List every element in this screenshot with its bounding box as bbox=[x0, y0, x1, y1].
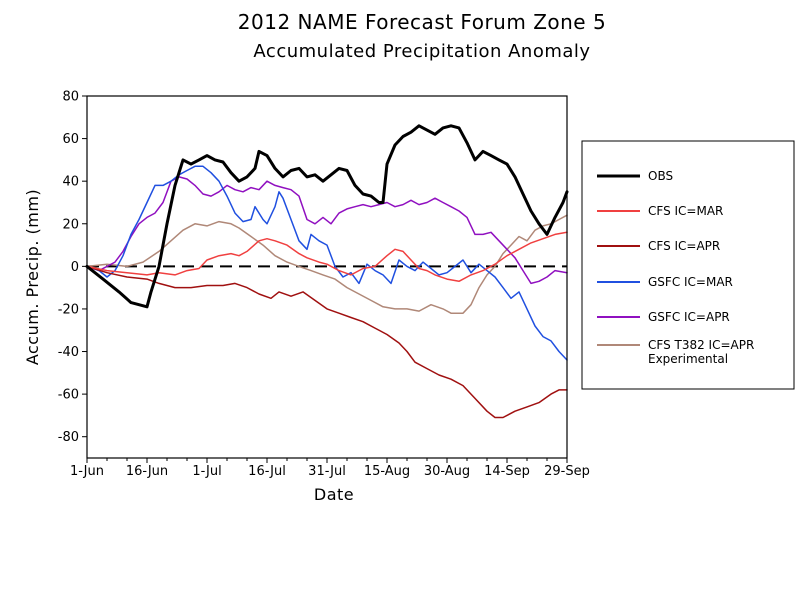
series-lines bbox=[85, 124, 569, 419]
x-tick-label: 1-Jun bbox=[70, 464, 104, 479]
x-axis-label: Date bbox=[314, 485, 354, 504]
x-tick-label: 31-Jul bbox=[308, 464, 346, 479]
legend-label-cfs-t382-ic-apr-line2: Experimental bbox=[648, 352, 728, 366]
x-tick-label: 16-Jul bbox=[248, 464, 286, 479]
chart-title: 2012 NAME Forecast Forum Zone 5 bbox=[238, 10, 606, 34]
y-tick-label: 60 bbox=[62, 132, 79, 147]
y-tick-label: -20 bbox=[58, 302, 79, 317]
x-tick-label: 15-Aug bbox=[364, 464, 410, 479]
series-line-cfs-ic-apr bbox=[86, 265, 568, 419]
x-tick-label: 16-Jun bbox=[126, 464, 168, 479]
y-tick-label: -80 bbox=[58, 430, 79, 445]
legend-label-cfs-ic-apr: CFS IC=APR bbox=[648, 239, 720, 253]
x-tick-label: 14-Sep bbox=[484, 464, 530, 479]
legend-label-cfs-ic-mar: CFS IC=MAR bbox=[648, 204, 723, 218]
legend-box bbox=[581, 140, 795, 390]
x-tick-label: 1-Jul bbox=[192, 464, 221, 479]
legend-label-obs: OBS bbox=[648, 169, 673, 183]
y-tick-label: 40 bbox=[62, 175, 79, 190]
y-tick-label: 80 bbox=[62, 90, 79, 105]
series-line-gsfc-ic-apr bbox=[86, 176, 568, 285]
axes-ticks: -80 -60 -40 -20 0 20 40 60 80 1-Jun 16-Jun 1-Jul 16-… bbox=[58, 90, 590, 480]
y-tick-label: 0 bbox=[71, 260, 79, 275]
series-line-cfs-ic-mar bbox=[86, 231, 568, 283]
legend-label-gsfc-ic-apr: GSFC IC=APR bbox=[648, 310, 730, 324]
series-line-obs bbox=[85, 124, 569, 309]
legend-label-gsfc-ic-mar: GSFC IC=MAR bbox=[648, 275, 733, 289]
y-axis-label: Accum. Precip. (mm) bbox=[23, 189, 42, 365]
legend: OBS CFS IC=MAR CFS IC=APR GSFC IC=MAR GSFC I… bbox=[581, 140, 795, 390]
chart-subtitle: Accumulated Precipitation Anomaly bbox=[253, 41, 590, 62]
y-tick-label: 20 bbox=[62, 217, 79, 232]
plot-area-frame bbox=[86, 95, 568, 459]
series-line-gsfc-ic-mar bbox=[86, 165, 568, 361]
series-line-cfs-t382-ic-apr bbox=[86, 214, 568, 314]
y-tick-label: -60 bbox=[58, 388, 79, 403]
y-tick-label: -40 bbox=[58, 345, 79, 360]
x-tick-label: 30-Aug bbox=[424, 464, 470, 479]
legend-label-cfs-t382-ic-apr: CFS T382 IC=APR bbox=[648, 338, 754, 352]
x-tick-label: 29-Sep bbox=[544, 464, 590, 479]
